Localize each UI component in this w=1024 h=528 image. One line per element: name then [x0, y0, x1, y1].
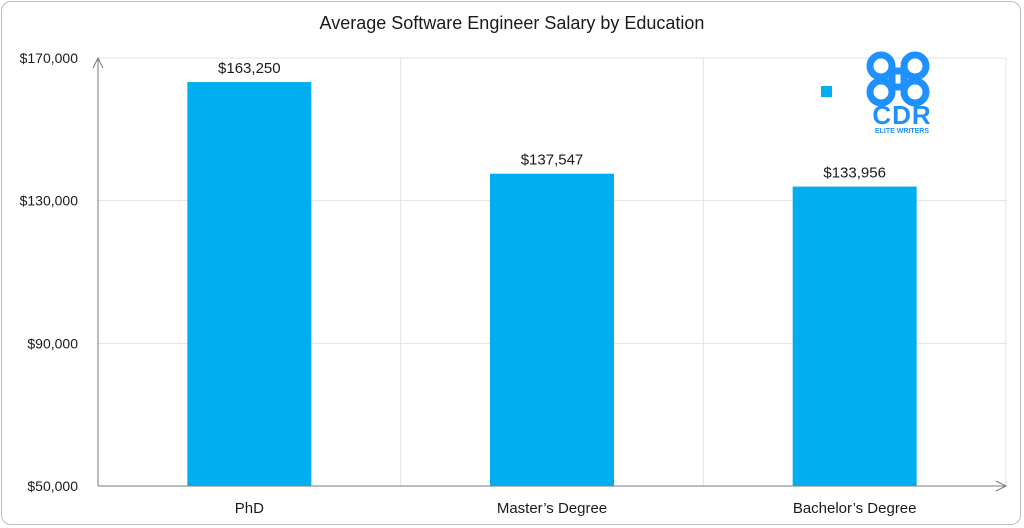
data-labels: $163,250 $137,547 $133,956 — [218, 60, 886, 181]
bar — [187, 82, 312, 486]
x-tick-label: PhD — [235, 500, 264, 517]
x-axis-arrow — [995, 480, 1008, 492]
bars — [187, 82, 917, 487]
bar — [490, 173, 614, 487]
y-axis-arrow — [92, 56, 104, 69]
x-tick-label: Bachelor’s Degree — [793, 500, 917, 517]
cdr-logo-subtext: ELITE WRITERS — [875, 128, 929, 135]
chart-title: Average Software Engineer Salary by Educ… — [319, 13, 705, 33]
y-tick-label: $130,000 — [20, 193, 79, 209]
y-tick-label: $90,000 — [27, 335, 78, 351]
y-tick-labels: $50,000 $90,000 $130,000 $170,000 — [20, 50, 79, 494]
x-tick-labels: PhD Master’s Degree Bachelor’s Degree — [235, 500, 917, 517]
data-label: $133,956 — [823, 165, 886, 182]
y-tick-label: $50,000 — [27, 478, 78, 494]
legend-swatch — [821, 86, 832, 97]
data-label: $163,250 — [218, 60, 281, 77]
x-tick-label: Master’s Degree — [497, 500, 607, 517]
bar — [792, 186, 917, 486]
data-label: $137,547 — [521, 152, 584, 169]
cdr-logo: CDR ELITE WRITERS — [866, 51, 931, 135]
cdr-logo-text: CDR — [872, 100, 931, 130]
y-tick-label: $170,000 — [20, 50, 79, 66]
cdr-logo-mark — [866, 51, 930, 107]
